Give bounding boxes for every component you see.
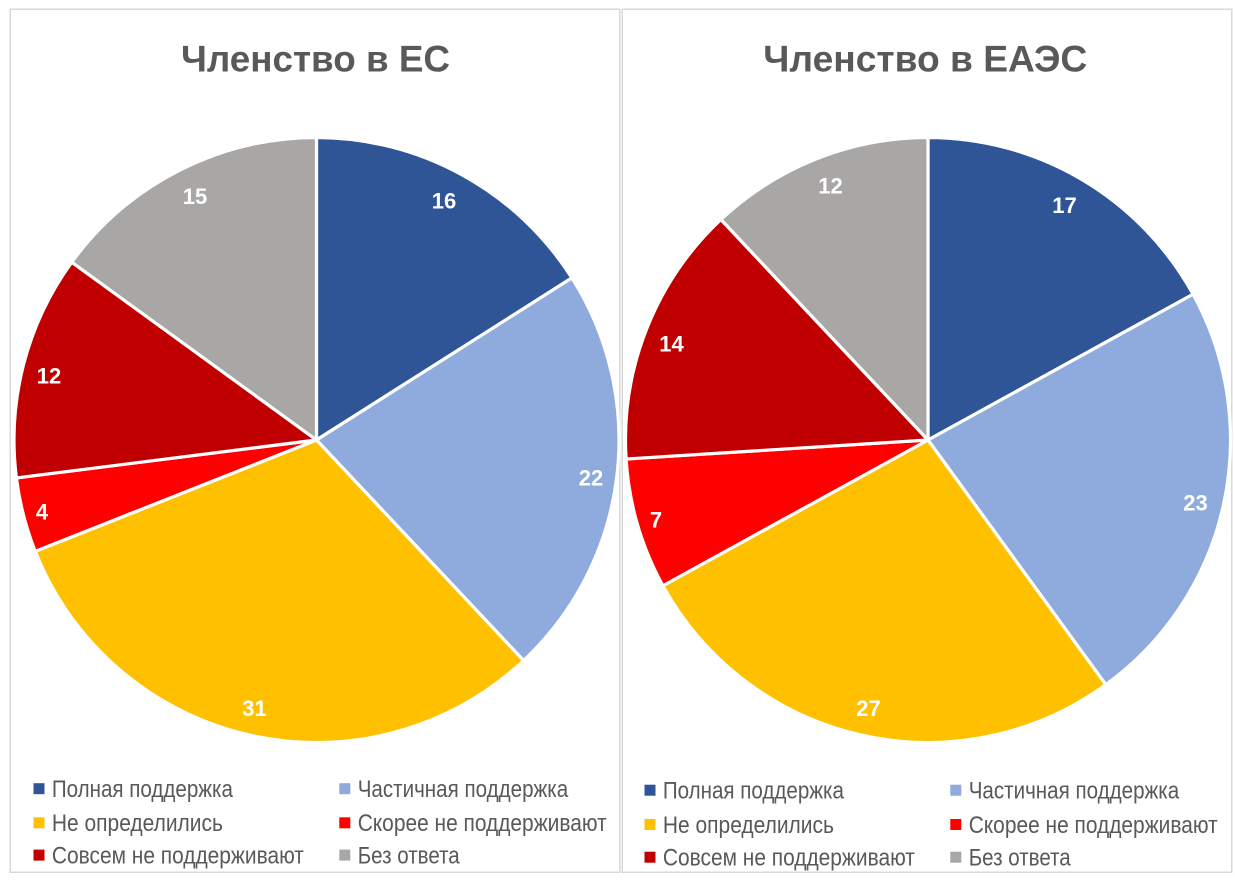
svg-text:Не определились: Не определились	[52, 810, 223, 837]
svg-text:12: 12	[37, 364, 61, 389]
svg-text:Полная поддержка: Полная поддержка	[52, 776, 233, 803]
svg-text:27: 27	[856, 696, 880, 721]
svg-text:31: 31	[242, 696, 266, 721]
svg-text:Полная поддержка: Полная поддержка	[663, 778, 844, 805]
svg-text:Частичная поддержка: Частичная поддержка	[358, 776, 569, 803]
svg-text:Скорее не поддерживают: Скорее не поддерживают	[358, 810, 607, 837]
svg-text:Членство в ЕС: Членство в ЕС	[181, 39, 450, 80]
svg-text:17: 17	[1052, 193, 1076, 218]
svg-text:12: 12	[818, 174, 842, 199]
svg-text:4: 4	[36, 500, 49, 525]
svg-text:Без ответа: Без ответа	[969, 845, 1071, 872]
svg-text:22: 22	[579, 466, 603, 491]
svg-text:Членство в ЕАЭС: Членство в ЕАЭС	[763, 39, 1087, 80]
svg-text:Частичная поддержка: Частичная поддержка	[969, 778, 1180, 805]
svg-text:Не определились: Не определились	[663, 812, 834, 839]
svg-text:16: 16	[432, 189, 456, 214]
svg-text:23: 23	[1183, 491, 1207, 516]
svg-text:Совсем не поддерживают: Совсем не поддерживают	[663, 845, 915, 872]
svg-text:Без ответа: Без ответа	[358, 842, 460, 869]
svg-text:14: 14	[659, 332, 684, 357]
svg-text:Совсем не поддерживают: Совсем не поддерживают	[52, 842, 304, 869]
svg-text:Скорее не поддерживают: Скорее не поддерживают	[969, 812, 1218, 839]
svg-text:15: 15	[183, 184, 207, 209]
svg-text:7: 7	[650, 508, 662, 533]
